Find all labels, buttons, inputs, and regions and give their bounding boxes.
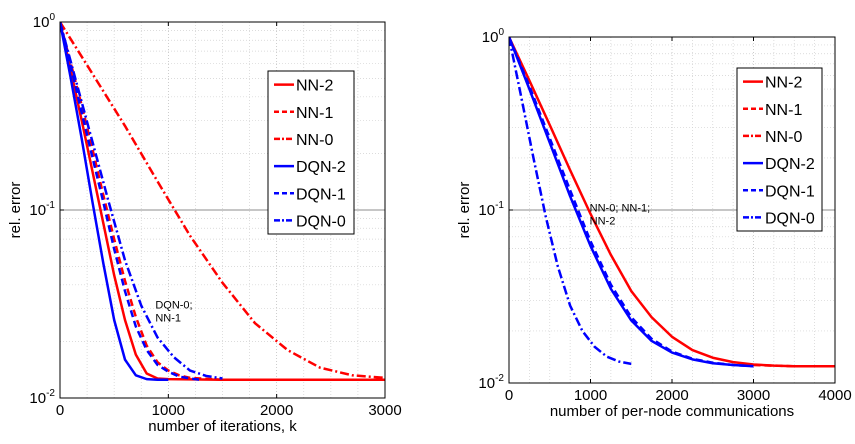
chart-1: 0 1000 2000 3000 10-2 10-1 100 number of iterat… — [7, 12, 402, 435]
series-line-nn-2 — [509, 37, 835, 368]
grid — [509, 37, 835, 383]
x-tick-label: 4000 — [818, 387, 851, 404]
x-tick-label: 2000 — [260, 402, 293, 419]
x-tick-label: 0 — [56, 402, 64, 419]
x-tick-label: 3000 — [368, 402, 401, 419]
legend-label: NN-0 — [296, 132, 333, 149]
x-tick-label: 3000 — [737, 387, 770, 404]
y-axis-label: rel. error — [7, 182, 24, 239]
legend-label: NN-1 — [765, 102, 802, 119]
x-tick-label: 1000 — [152, 402, 185, 419]
legend-label: NN-1 — [296, 105, 333, 122]
series-line-dqn-1 — [60, 22, 201, 382]
y-tick-label: 100 — [482, 27, 505, 46]
annotation: NN-0; NN-1; NN-2 — [590, 203, 651, 228]
legend-box — [267, 70, 355, 235]
series-line-dqn-2 — [60, 22, 169, 382]
legend-label: NN-2 — [296, 78, 333, 95]
legend: NN-2 NN-1 NN-0 DQN-2 DQN-1 DQN-0 — [736, 67, 823, 232]
series-line-dqn-1 — [509, 37, 754, 368]
series-line-nn-0 — [60, 22, 385, 380]
y-tick-label: 10-2 — [478, 373, 504, 392]
legend-label: DQN-1 — [765, 183, 815, 200]
series-line-dqn-0 — [60, 22, 223, 380]
legend-label: NN-0 — [765, 129, 802, 146]
series-group — [509, 37, 835, 368]
annotation: DQN-0; NN-1 — [155, 299, 192, 324]
x-tick-label: 1000 — [574, 387, 607, 404]
legend-label: NN-2 — [765, 75, 802, 92]
x-tick-label: 0 — [505, 387, 513, 404]
legend: NN-2 NN-1 NN-0 DQN-2 DQN-1 DQN-0 — [267, 70, 355, 235]
legend-label: DQN-0 — [765, 210, 815, 227]
series-group — [60, 22, 385, 382]
y-tick-label: 10-1 — [478, 200, 504, 219]
legend-label: DQN-2 — [296, 159, 346, 176]
x-axis-label: number of iterations, k — [148, 418, 297, 435]
chart-2: 0 1000 2000 3000 4000 10-2 10-1 100 number of pe… — [456, 27, 852, 420]
legend-label: DQN-2 — [765, 156, 815, 173]
y-tick-label: 100 — [33, 12, 56, 31]
legend-box — [736, 67, 823, 232]
x-tick-label: 2000 — [655, 387, 688, 404]
legend-label: DQN-0 — [296, 213, 346, 230]
y-tick-label: 10-2 — [29, 388, 55, 407]
y-tick-label: 10-1 — [29, 200, 55, 219]
series-line-dqn-0 — [509, 37, 632, 366]
y-axis-label: rel. error — [456, 182, 473, 239]
x-axis-label: number of per-node communications — [550, 403, 794, 420]
legend-label: DQN-1 — [296, 186, 346, 203]
